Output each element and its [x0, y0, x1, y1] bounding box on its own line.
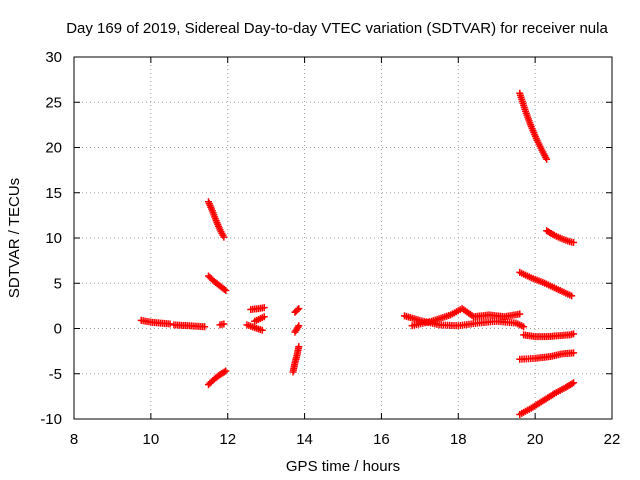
data-point: [201, 323, 209, 331]
data-point: [220, 320, 228, 328]
y-tick-label: 20: [45, 140, 62, 157]
y-tick-label: 0: [54, 321, 62, 338]
data-series: [247, 304, 268, 313]
data-series: [516, 89, 551, 163]
y-tick-label: 25: [45, 94, 62, 111]
data-point: [220, 368, 228, 376]
data-series: [516, 349, 578, 363]
data-series: [243, 321, 266, 334]
x-tick-label: 8: [70, 431, 78, 448]
y-tick-label: -10: [40, 411, 62, 428]
data-series: [408, 305, 524, 330]
x-tick-label: 16: [373, 431, 390, 448]
data-series: [251, 313, 268, 325]
data-point: [220, 233, 228, 241]
data-point: [570, 379, 578, 387]
data-point: [258, 326, 266, 334]
data-point: [166, 320, 174, 328]
x-tick-label: 22: [604, 431, 621, 448]
x-tick-label: 14: [296, 431, 313, 448]
x-tick-label: 10: [143, 431, 160, 448]
data-point: [222, 367, 230, 375]
x-axis-label: GPS time / hours: [286, 458, 400, 475]
x-tick-label: 18: [450, 431, 467, 448]
data-point: [570, 349, 578, 357]
y-tick-label: 10: [45, 230, 62, 247]
data-point: [520, 323, 528, 331]
chart-title: Day 169 of 2019, Sidereal Day-to-day VTE…: [66, 20, 608, 37]
data-series: [205, 272, 230, 294]
data-point: [294, 306, 302, 314]
data-series: [543, 227, 578, 247]
y-tick-label: 30: [45, 49, 62, 66]
grid-lines: [74, 57, 612, 419]
data-series: [137, 316, 174, 328]
y-axis-label: SDTVAR / TECUs: [6, 178, 23, 298]
y-tick-label: 15: [45, 185, 62, 202]
data-series: [170, 321, 209, 331]
data-series: [520, 330, 578, 341]
x-tick-label: 12: [219, 431, 236, 448]
data-series: [516, 379, 578, 418]
data-point: [295, 305, 303, 313]
x-tick-label: 20: [527, 431, 544, 448]
data-point: [260, 313, 268, 321]
data-point: [570, 330, 578, 338]
data-series: [291, 322, 303, 336]
data-series: [205, 367, 230, 389]
data-series: [400, 312, 528, 331]
data-point: [222, 286, 230, 294]
data-point: [570, 239, 578, 247]
data-point: [220, 285, 228, 293]
data-point: [260, 304, 268, 312]
data-series: [291, 305, 303, 316]
data-point: [568, 380, 576, 388]
y-tick-label: 5: [54, 275, 62, 292]
data-point: [516, 310, 524, 318]
data-point: [295, 322, 303, 330]
data-point: [543, 155, 551, 163]
data-marks: [137, 89, 578, 418]
y-tick-label: -5: [49, 366, 62, 383]
data-series: [289, 343, 303, 376]
data-series: [205, 198, 228, 241]
data-series: [516, 268, 576, 300]
axis-ticks: 8 10 12 14 16 18 20 22 -10 -5 0 5 10 15 20 25 30: [40, 49, 620, 448]
data-point: [568, 292, 576, 300]
data-point: [295, 343, 303, 351]
data-series: [216, 320, 228, 329]
